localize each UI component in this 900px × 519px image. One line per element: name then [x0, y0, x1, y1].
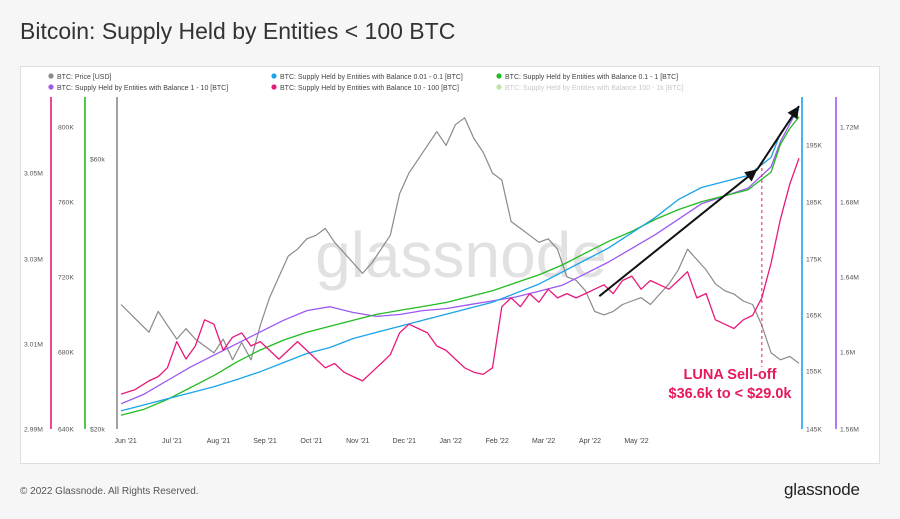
series-line-price: [120, 117, 800, 364]
y-tick-label: 175K: [806, 257, 822, 264]
legend-swatch: [496, 73, 502, 79]
x-tick-label: Aug '21: [207, 438, 231, 445]
y-axis-b10_100: 3.05M 3.03M 3.01M 2.99M: [24, 97, 52, 434]
x-tick-label: Jun '21: [114, 438, 136, 445]
y-tick-label: $20k: [90, 427, 105, 434]
y-tick-label: 165K: [806, 313, 822, 320]
legend-label: BTC: Price [USD]: [57, 74, 112, 81]
legend-label: BTC: Supply Held by Entities with Balanc…: [280, 74, 463, 81]
annotation-layer: LUNA Sell-off $36.6k to < $29.0k: [598, 105, 800, 402]
legend-swatch: [496, 84, 502, 90]
x-tick-label: Mar '22: [532, 438, 555, 445]
x-tick-label: Oct '21: [300, 438, 322, 445]
series-lines: [120, 106, 800, 416]
y-tick-label: 195K: [806, 143, 822, 150]
y-tick-label: 1.56M: [840, 427, 859, 434]
legend-label: BTC: Supply Held by Entities with Balanc…: [57, 85, 228, 92]
legend-item: BTC: Supply Held by Entities with Balanc…: [48, 84, 228, 92]
legend-swatch: [271, 84, 277, 90]
y-tick-label: 680K: [58, 350, 74, 357]
x-tick-label: Jan '22: [440, 438, 462, 445]
legend-item: BTC: Price [USD]: [48, 73, 112, 81]
legend-item: BTC: Supply Held by Entities with Balanc…: [271, 84, 459, 92]
x-tick-label: Feb '22: [486, 438, 509, 445]
y-tick-label: 1.72M: [840, 125, 859, 132]
y-tick-label: 3.03M: [24, 257, 43, 264]
y-tick-label: 720K: [58, 275, 74, 282]
series-line-b0_1: [120, 116, 800, 416]
y-tick-label: 1.6M: [840, 350, 855, 357]
y-tick-label: 800K: [58, 125, 74, 132]
x-tick-label: May '22: [624, 438, 648, 445]
legend-label: BTC: Supply Held by Entities with Balanc…: [280, 85, 459, 92]
y-tick-label: 3.05M: [24, 171, 43, 178]
x-tick-label: Dec '21: [393, 438, 417, 445]
chart-panel: glassnode BTC: Price [USD] BTC: Supply He…: [20, 66, 880, 464]
trend-arrow: [598, 168, 758, 297]
annotation-text: $36.6k to < $29.0k: [669, 386, 793, 402]
chart-svg: glassnode BTC: Price [USD] BTC: Supply He…: [24, 73, 859, 445]
series-line-b0_01: [120, 108, 800, 412]
y-axis-b1_10: 1.72M 1.68M 1.64M 1.6M 1.56M: [835, 97, 859, 434]
y-tick-label: 640K: [58, 427, 74, 434]
y-tick-label: 2.99M: [24, 427, 43, 434]
x-axis: Jun '21 Jul '21 Aug '21 Sep '21 Oct '21 Nov '…: [114, 438, 648, 445]
legend-swatch: [48, 84, 54, 90]
y-axis-price: $60k $20k: [90, 97, 118, 434]
annotation-text: LUNA Sell-off: [684, 367, 777, 383]
chart-legend: BTC: Price [USD] BTC: Supply Held by Enti…: [48, 73, 684, 92]
legend-label: BTC: Supply Held by Entities with Balanc…: [505, 85, 684, 92]
x-tick-label: Nov '21: [346, 438, 370, 445]
brand-logo: glassnode: [784, 480, 860, 499]
chart-axes: 3.05M 3.03M 3.01M 2.99M 800K 760K 720K 680K 640K…: [24, 97, 859, 434]
y-tick-label: 1.64M: [840, 275, 859, 282]
y-tick-label: 760K: [58, 200, 74, 207]
y-tick-label: 3.01M: [24, 342, 43, 349]
y-axis-b0_01: 195K 185K 175K 165K 155K 145K: [801, 97, 822, 434]
watermark: glassnode: [315, 219, 607, 291]
y-axis-b0_1: 800K 760K 720K 680K 640K: [58, 97, 86, 434]
page-title: Bitcoin: Supply Held by Entities < 100 B…: [20, 18, 456, 44]
y-tick-label: $60k: [90, 157, 105, 164]
legend-item: BTC: Supply Held by Entities with Balanc…: [496, 84, 684, 92]
x-tick-label: Jul '21: [162, 438, 182, 445]
legend-item: BTC: Supply Held by Entities with Balanc…: [496, 73, 678, 81]
trend-arrow: [756, 105, 800, 170]
copyright-text: © 2022 Glassnode. All Rights Reserved.: [20, 486, 199, 497]
legend-item: BTC: Supply Held by Entities with Balanc…: [271, 73, 463, 81]
x-tick-label: Sep '21: [253, 438, 277, 445]
y-tick-label: 155K: [806, 369, 822, 376]
y-tick-label: 145K: [806, 427, 822, 434]
series-line-b10_100: [120, 157, 800, 395]
y-tick-label: 1.68M: [840, 200, 859, 207]
legend-swatch: [48, 73, 54, 79]
y-tick-label: 185K: [806, 200, 822, 207]
legend-swatch: [271, 73, 277, 79]
legend-label: BTC: Supply Held by Entities with Balanc…: [505, 74, 678, 81]
x-tick-label: Apr '22: [579, 438, 601, 445]
